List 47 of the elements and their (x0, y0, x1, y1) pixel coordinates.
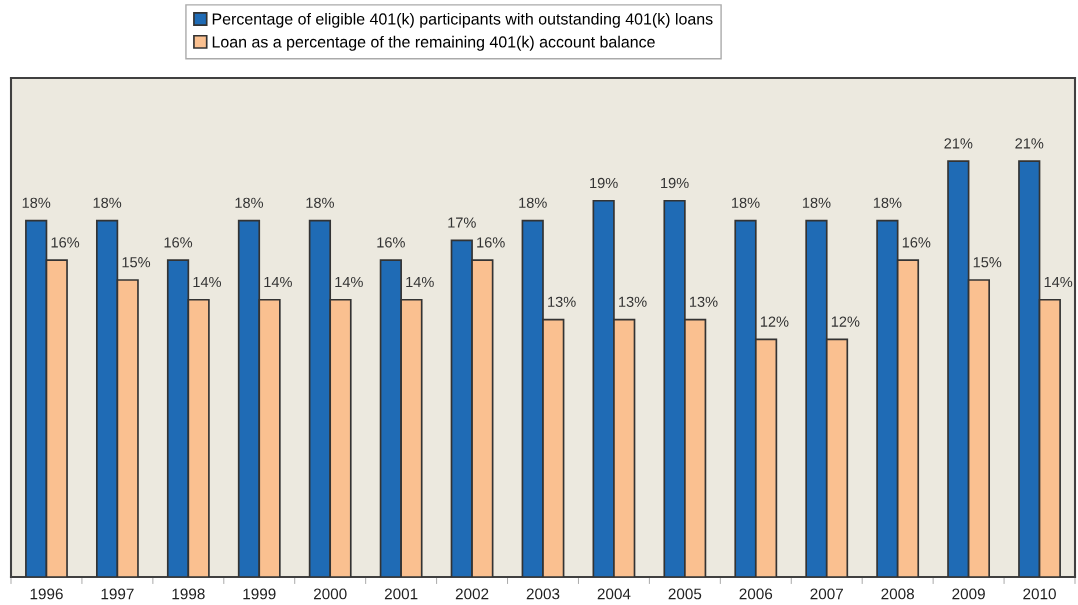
data-label: 17% (448, 217, 476, 228)
x-tick-label: 2007 (810, 588, 843, 600)
data-label: 18% (732, 197, 760, 208)
data-label: 14% (406, 276, 434, 288)
x-tick-label: 2001 (384, 588, 418, 600)
x-tick-label: 1997 (101, 588, 134, 600)
x-tick-label: 1996 (30, 588, 63, 600)
data-label: 15% (122, 257, 151, 268)
legend-label: Loan as a percentage of the remaining 401(k) account balance (212, 35, 655, 51)
data-label: 18% (93, 197, 122, 208)
data-label: 19% (590, 177, 618, 189)
data-label: 16% (51, 237, 80, 248)
x-tick-label: 1998 (172, 588, 205, 600)
data-label: 13% (690, 296, 718, 307)
x-tick-label: 2008 (881, 588, 914, 600)
x-tick-label: 2000 (313, 588, 347, 600)
x-tick-label: 2006 (739, 588, 773, 600)
data-label: 18% (22, 197, 51, 208)
data-label: 14% (335, 276, 363, 288)
data-label: 12% (760, 316, 789, 327)
data-label: 14% (193, 276, 222, 288)
data-label: 16% (377, 237, 405, 248)
data-label: 16% (477, 237, 505, 248)
x-tick-label: 2004 (597, 588, 631, 600)
data-label: 18% (235, 197, 264, 208)
data-label: 16% (164, 237, 193, 248)
legend-label: Percentage of eligible 401(k) participants with outstanding 401(k) loans (212, 12, 713, 28)
data-label: 18% (306, 197, 334, 208)
data-label: 12% (831, 316, 860, 327)
x-tick-label: 2002 (455, 588, 489, 600)
data-label: 18% (873, 197, 902, 208)
x-tick-label: 2010 (1023, 588, 1056, 600)
data-label: 14% (1044, 276, 1073, 288)
data-label: 18% (802, 197, 831, 208)
x-tick-label: 2009 (952, 588, 985, 600)
data-label: 13% (548, 296, 576, 307)
data-label: 21% (1015, 138, 1044, 149)
data-label: 14% (264, 276, 292, 288)
x-tick-label: 2003 (526, 588, 560, 600)
data-label: 18% (519, 197, 547, 208)
data-label: 16% (902, 237, 931, 248)
data-label: 15% (973, 257, 1002, 268)
data-label: 13% (619, 296, 647, 307)
data-label: 19% (661, 177, 689, 189)
x-tick-label: 1999 (243, 588, 276, 600)
data-label: 21% (944, 138, 973, 149)
x-tick-label: 2005 (668, 588, 702, 600)
